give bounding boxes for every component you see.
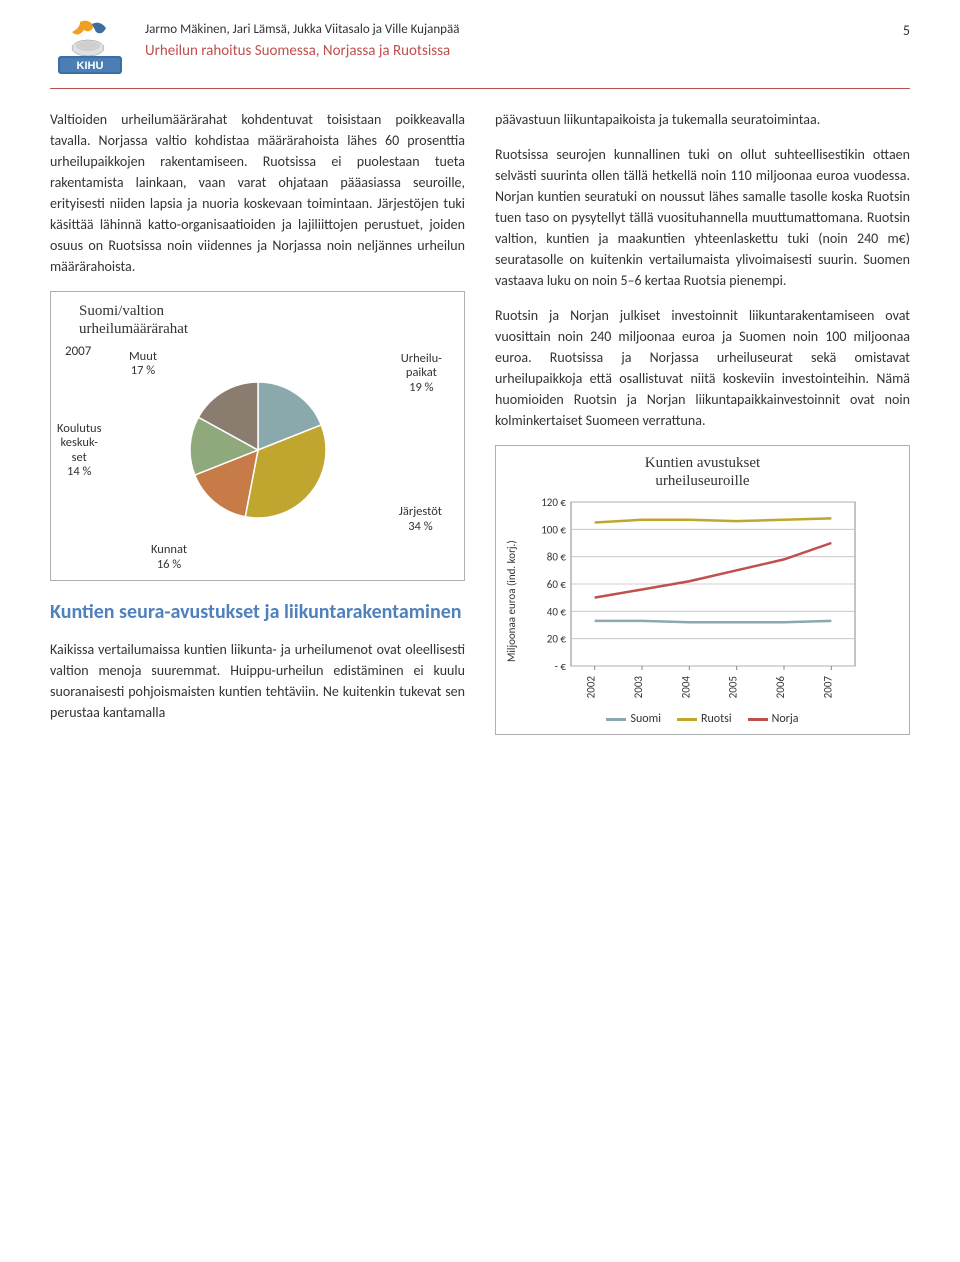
svg-text:100 €: 100 € bbox=[541, 523, 566, 536]
body-paragraph: päävastuun liikuntapaikoista ja tukemall… bbox=[495, 109, 910, 130]
svg-text:2003: 2003 bbox=[632, 676, 645, 699]
legend-label: Ruotsi bbox=[701, 710, 732, 728]
pie-slice-label: Järjestöt 34 % bbox=[399, 505, 442, 534]
svg-text:2006: 2006 bbox=[774, 676, 787, 699]
body-paragraph: Ruotsin ja Norjan julkiset investoinnit … bbox=[495, 305, 910, 431]
line-chart-legend: Suomi Ruotsi Norja bbox=[502, 710, 903, 728]
legend-item: Norja bbox=[748, 710, 799, 728]
kihu-logo: KIHU bbox=[50, 20, 130, 80]
svg-text:KIHU: KIHU bbox=[77, 60, 104, 72]
pie-chart-box: Suomi/valtion urheilumäärärahat 2007 Urh… bbox=[50, 291, 465, 581]
svg-text:20 €: 20 € bbox=[546, 633, 566, 646]
line-chart-box: Kuntien avustukset urheiluseuroille Milj… bbox=[495, 445, 910, 735]
pie-slice-label: Kunnat 16 % bbox=[151, 543, 187, 572]
legend-label: Suomi bbox=[630, 710, 661, 728]
left-column: Valtioiden urheilumäärärahat kohdentuvat… bbox=[50, 109, 465, 737]
pie-slice-label: Koulutus keskuk- set 14 % bbox=[57, 422, 102, 480]
pie-chart-svg bbox=[178, 370, 338, 530]
line-chart-ylabel: Miljoonaa euroa (ind. korj.) bbox=[502, 496, 523, 706]
svg-text:2004: 2004 bbox=[679, 676, 692, 699]
svg-text:2002: 2002 bbox=[584, 676, 597, 699]
page-number: 5 bbox=[903, 20, 910, 41]
document-title: Urheilun rahoitus Suomessa, Norjassa ja … bbox=[145, 40, 903, 63]
legend-label: Norja bbox=[772, 710, 799, 728]
pie-chart-title: Suomi/valtion urheilumäärärahat bbox=[79, 302, 456, 338]
svg-text:80 €: 80 € bbox=[546, 551, 566, 564]
legend-item: Suomi bbox=[606, 710, 661, 728]
authors-line: Jarmo Mäkinen, Jari Lämsä, Jukka Viitasa… bbox=[145, 20, 903, 40]
body-paragraph: Kaikissa vertailumaissa kuntien liikunta… bbox=[50, 639, 465, 723]
legend-swatch bbox=[748, 718, 768, 721]
svg-text:2007: 2007 bbox=[821, 676, 834, 699]
pie-chart-year: 2007 bbox=[65, 342, 456, 362]
pie-slice-label: Muut 17 % bbox=[129, 350, 157, 379]
svg-text:120 €: 120 € bbox=[541, 496, 566, 509]
svg-text:2005: 2005 bbox=[726, 676, 739, 698]
svg-text:40 €: 40 € bbox=[546, 605, 566, 618]
right-column: päävastuun liikuntapaikoista ja tukemall… bbox=[495, 109, 910, 737]
line-chart-title: Kuntien avustukset urheiluseuroille bbox=[502, 454, 903, 490]
legend-swatch bbox=[606, 718, 626, 721]
svg-text:- €: - € bbox=[554, 660, 566, 673]
line-chart-svg: - € 20 € 40 € 60 € 80 € 100 € 120 € 2002 2003 200… bbox=[523, 496, 863, 706]
legend-item: Ruotsi bbox=[677, 710, 732, 728]
section-heading: Kuntien seura-avustukset ja liikuntarake… bbox=[50, 599, 465, 625]
page-header: KIHU Jarmo Mäkinen, Jari Lämsä, Jukka Vi… bbox=[50, 20, 910, 89]
pie-slice-label: Urheilu- paikat 19 % bbox=[401, 352, 442, 395]
legend-swatch bbox=[677, 718, 697, 721]
body-paragraph: Ruotsissa seurojen kunnallinen tuki on o… bbox=[495, 144, 910, 291]
body-paragraph: Valtioiden urheilumäärärahat kohdentuvat… bbox=[50, 109, 465, 277]
svg-text:60 €: 60 € bbox=[546, 578, 566, 591]
